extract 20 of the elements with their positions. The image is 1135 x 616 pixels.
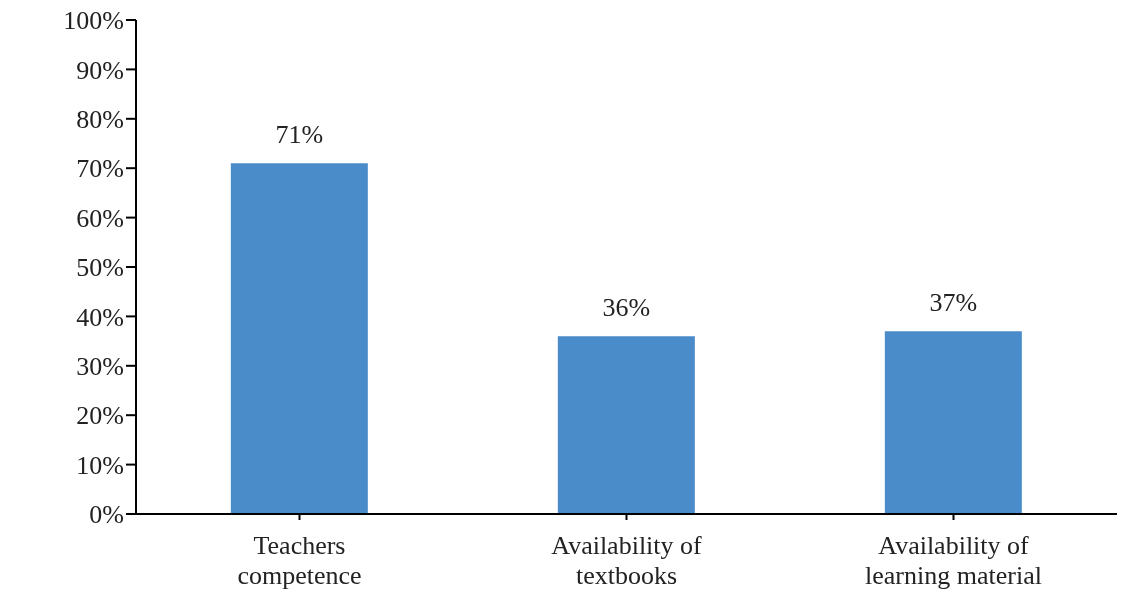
y-tick-label: 70% [76, 154, 124, 184]
y-tick-label: 60% [76, 203, 124, 233]
y-tick-label: 90% [76, 55, 124, 85]
y-tick-label: 30% [76, 352, 124, 382]
data-label: 36% [602, 293, 651, 323]
y-tick-label: 50% [76, 253, 124, 283]
x-tick-label: Availability of learning material [865, 531, 1042, 590]
bar [884, 331, 1022, 514]
bar [557, 336, 695, 514]
y-tick-label: 100% [63, 6, 124, 36]
x-tick-label: Availability of textbooks [551, 531, 703, 590]
bar [230, 163, 368, 514]
y-tick-label: 80% [76, 105, 124, 135]
y-tick-label: 40% [76, 302, 124, 332]
data-label: 37% [929, 288, 978, 318]
x-tick-label: Teachers competence [237, 531, 362, 590]
y-tick-label: 20% [76, 401, 124, 431]
y-tick-label: 0% [89, 500, 124, 530]
y-tick-label: 10% [76, 450, 124, 480]
data-label: 71% [275, 120, 324, 150]
